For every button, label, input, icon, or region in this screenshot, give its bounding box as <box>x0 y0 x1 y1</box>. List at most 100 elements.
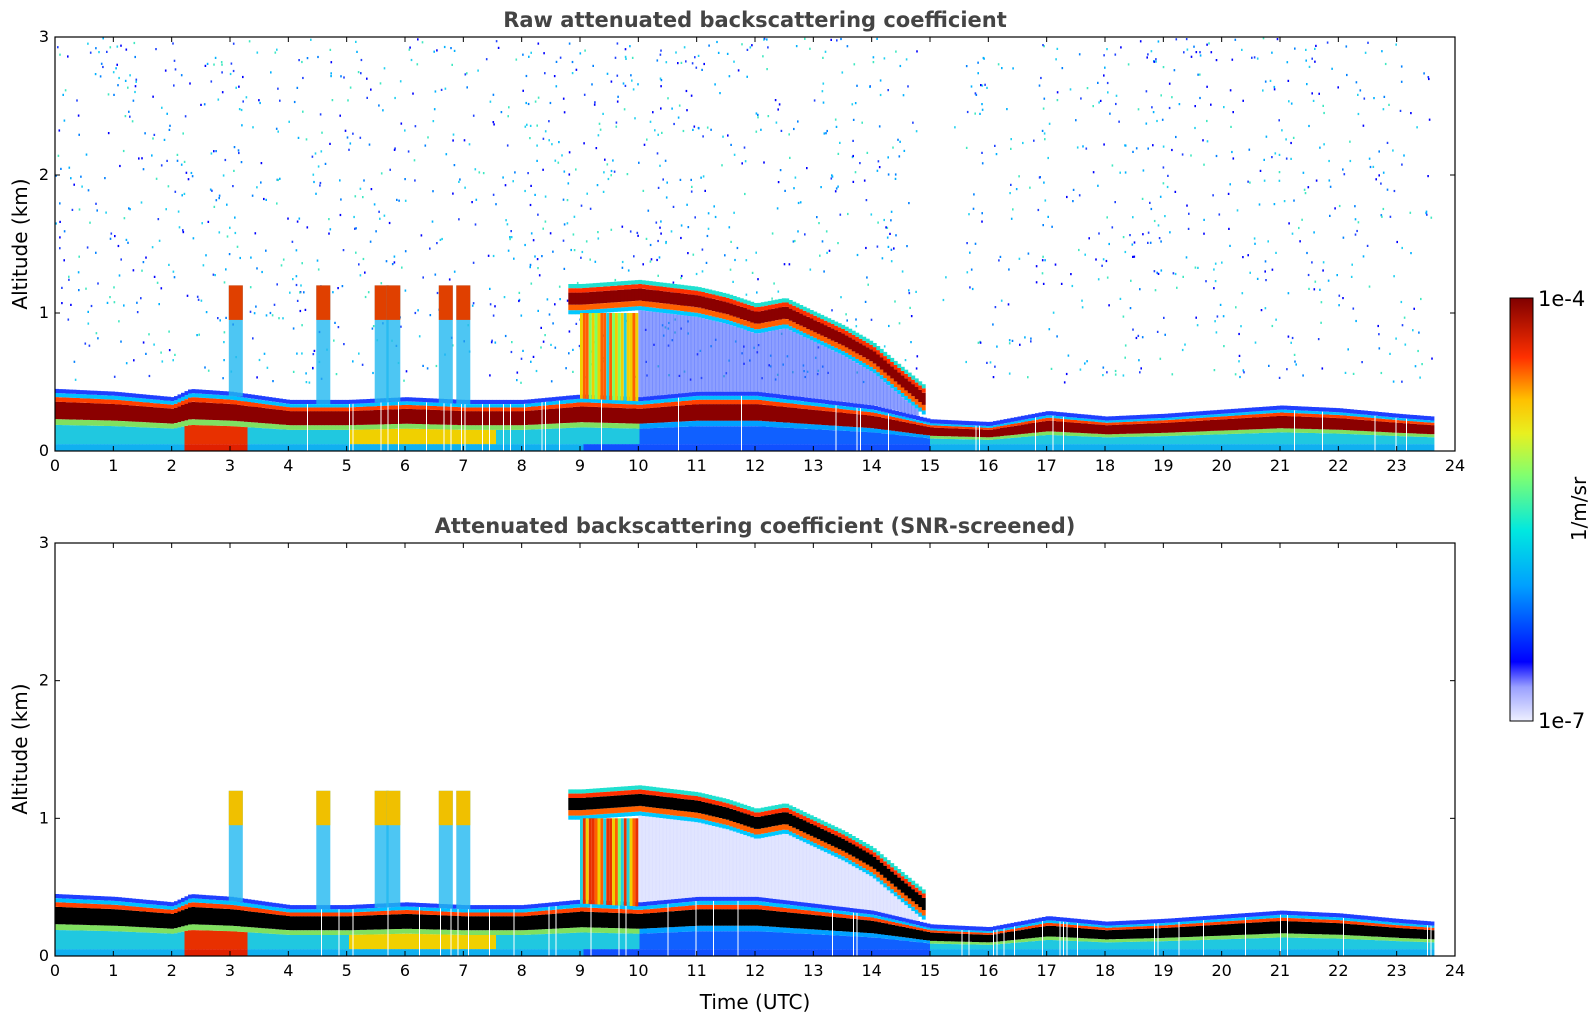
backscatter-cell <box>657 427 661 445</box>
backscatter-cell <box>195 444 199 451</box>
backscatter-cell <box>639 408 644 424</box>
backscatter-cell <box>1350 409 1354 414</box>
noise-pixel <box>1338 204 1341 208</box>
backscatter-cell <box>937 427 941 436</box>
cloud-cell <box>599 308 604 313</box>
noise-pixel <box>662 178 664 181</box>
backscatter-cell <box>786 395 791 400</box>
backscatter-cell <box>1413 436 1417 445</box>
backscatter-cell <box>527 429 532 445</box>
backscatter-cell <box>1231 430 1235 434</box>
backscatter-cell <box>909 436 913 445</box>
backscatter-cell <box>1378 431 1382 436</box>
noise-pixel <box>64 89 67 92</box>
noise-pixel <box>400 122 403 125</box>
backscatter-cell <box>758 426 763 445</box>
backscatter-cell <box>692 426 696 445</box>
noise-pixel <box>680 274 683 278</box>
backscatter-cell <box>286 425 290 430</box>
backscatter-cell <box>433 398 437 403</box>
noise-pixel <box>552 322 554 325</box>
backscatter-cell <box>1115 434 1120 438</box>
noise-pixel <box>1359 89 1362 92</box>
backscatter-cell <box>520 399 525 404</box>
noise-pixel <box>695 66 698 69</box>
noise-pixel <box>890 210 893 213</box>
cloud-cell <box>620 281 625 286</box>
backscatter-cell <box>734 404 738 421</box>
backscatter-cell <box>405 404 409 409</box>
noise-pixel <box>1194 126 1196 130</box>
backscatter-cell <box>373 410 378 425</box>
noise-pixel <box>691 185 693 188</box>
backscatter-cell <box>699 404 703 421</box>
noise-pixel <box>580 204 583 207</box>
noise-pixel <box>355 40 357 43</box>
backscatter-cell <box>289 399 294 404</box>
backscatter-cell <box>863 404 868 409</box>
noise-pixel <box>733 153 736 156</box>
backscatter-cell <box>419 405 423 410</box>
backscatter-cell <box>524 407 528 411</box>
cloud-cell <box>589 304 594 310</box>
noise-pixel <box>885 226 887 229</box>
cloud-cell <box>659 286 664 291</box>
noise-pixel <box>736 246 739 250</box>
noise-pixel <box>834 190 837 193</box>
backscatter-cell <box>1262 432 1267 445</box>
backscatter-cell <box>1378 435 1382 445</box>
backscatter-cell <box>475 399 479 404</box>
noise-pixel <box>1098 101 1100 104</box>
backscatter-cell <box>1346 444 1351 451</box>
noise-pixel <box>679 178 682 181</box>
noise-pixel <box>383 214 386 217</box>
backscatter-cell <box>167 404 171 409</box>
noise-pixel <box>1015 188 1018 191</box>
noise-pixel <box>215 199 218 202</box>
noise-pixel <box>1130 279 1132 282</box>
backscatter-cell <box>359 410 364 425</box>
noise-pixel <box>1319 146 1321 149</box>
virga-cell <box>666 313 671 395</box>
backscatter-cell <box>1210 414 1214 418</box>
backscatter-cell <box>156 407 161 423</box>
backscatter-cell <box>895 417 899 421</box>
backscatter-cell <box>667 402 672 407</box>
backscatter-cell <box>1350 419 1354 431</box>
backscatter-cell <box>1175 444 1179 451</box>
backscatter-cell <box>902 444 906 451</box>
backscatter-cell <box>846 413 850 427</box>
cloud-cell <box>757 307 762 312</box>
cloud-cell <box>820 335 825 342</box>
noise-pixel <box>583 142 585 145</box>
backscatter-cell <box>1304 428 1309 433</box>
backscatter-cell <box>807 429 812 445</box>
noise-pixel <box>756 291 758 294</box>
backscatter-cell <box>422 402 427 406</box>
noise-pixel <box>1135 336 1138 340</box>
backscatter-cell <box>1287 412 1291 417</box>
backscatter-cell <box>1353 444 1358 451</box>
backscatter-cell <box>118 420 122 427</box>
backscatter-cell <box>769 393 773 398</box>
backscatter-cell <box>184 399 189 404</box>
backscatter-cell <box>149 395 154 400</box>
backscatter-cell <box>1024 421 1029 424</box>
backscatter-cell <box>674 421 679 428</box>
panel-title-raw: Raw attenuated backscattering coefficien… <box>503 8 1007 32</box>
backscatter-cell <box>65 444 70 451</box>
noise-pixel <box>513 257 515 260</box>
noise-pixel <box>1290 341 1292 344</box>
noise-pixel <box>506 144 509 147</box>
backscatter-cell <box>1077 413 1081 418</box>
backscatter-cell <box>1147 418 1151 421</box>
noise-pixel <box>1319 288 1321 291</box>
backscatter-cell <box>272 444 276 451</box>
backscatter-cell <box>923 426 927 435</box>
backscatter-cell <box>293 425 297 430</box>
noise-pixel <box>1044 259 1046 262</box>
backscatter-cell <box>503 404 507 408</box>
backscatter-cell <box>223 420 227 426</box>
backscatter-cell <box>601 427 605 445</box>
backscatter-cell <box>513 429 518 445</box>
